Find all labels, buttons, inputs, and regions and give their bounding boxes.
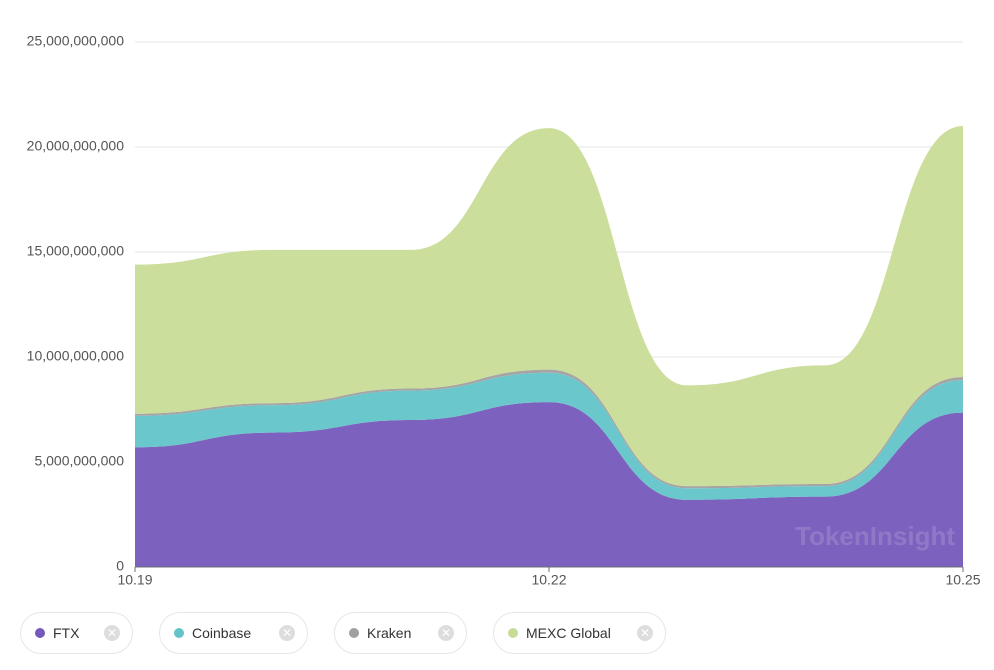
y-tick-label: 5,000,000,000 bbox=[34, 453, 124, 469]
remove-button[interactable]: ✕ bbox=[438, 625, 454, 641]
x-tick-label: 10.25 bbox=[945, 572, 980, 588]
area bbox=[135, 402, 963, 567]
x-tick-label: 10.22 bbox=[531, 572, 566, 588]
legend-label: Kraken bbox=[367, 625, 412, 641]
remove-button[interactable]: ✕ bbox=[104, 625, 120, 641]
y-tick-label: 25,000,000,000 bbox=[27, 33, 125, 49]
legend-dot bbox=[508, 628, 518, 638]
legend-item[interactable]: Kraken ✕ bbox=[334, 612, 467, 654]
legend-item[interactable]: MEXC Global ✕ bbox=[493, 612, 666, 654]
y-tick-label: 15,000,000,000 bbox=[27, 243, 125, 259]
legend-label: MEXC Global bbox=[526, 625, 611, 641]
watermark: TokenInsight bbox=[795, 521, 955, 551]
y-tick-label: 0 bbox=[116, 558, 124, 574]
legend-dot bbox=[35, 628, 45, 638]
x-tick-label: 10.19 bbox=[117, 572, 152, 588]
legend-dot bbox=[174, 628, 184, 638]
legend-label: FTX bbox=[53, 625, 80, 641]
remove-button[interactable]: ✕ bbox=[637, 625, 653, 641]
y-tick-label: 20,000,000,000 bbox=[27, 138, 125, 154]
remove-button[interactable]: ✕ bbox=[279, 625, 295, 641]
legend-item[interactable]: Coinbase ✕ bbox=[159, 612, 308, 654]
area bbox=[135, 372, 963, 500]
legend-item[interactable]: FTX ✕ bbox=[20, 612, 133, 654]
area bbox=[135, 126, 963, 487]
legend-label: Coinbase bbox=[192, 625, 252, 641]
legend-dot bbox=[349, 628, 359, 638]
y-tick-label: 10,000,000,000 bbox=[27, 348, 125, 364]
chart: 0 5,000,000,000 10,000,000,000 15,000,000,0… bbox=[27, 33, 981, 588]
